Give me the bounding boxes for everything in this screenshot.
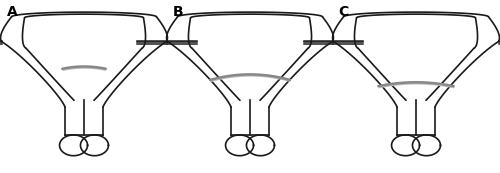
Text: A: A	[6, 5, 18, 19]
Text: C: C	[338, 5, 348, 19]
Text: B: B	[172, 5, 183, 19]
